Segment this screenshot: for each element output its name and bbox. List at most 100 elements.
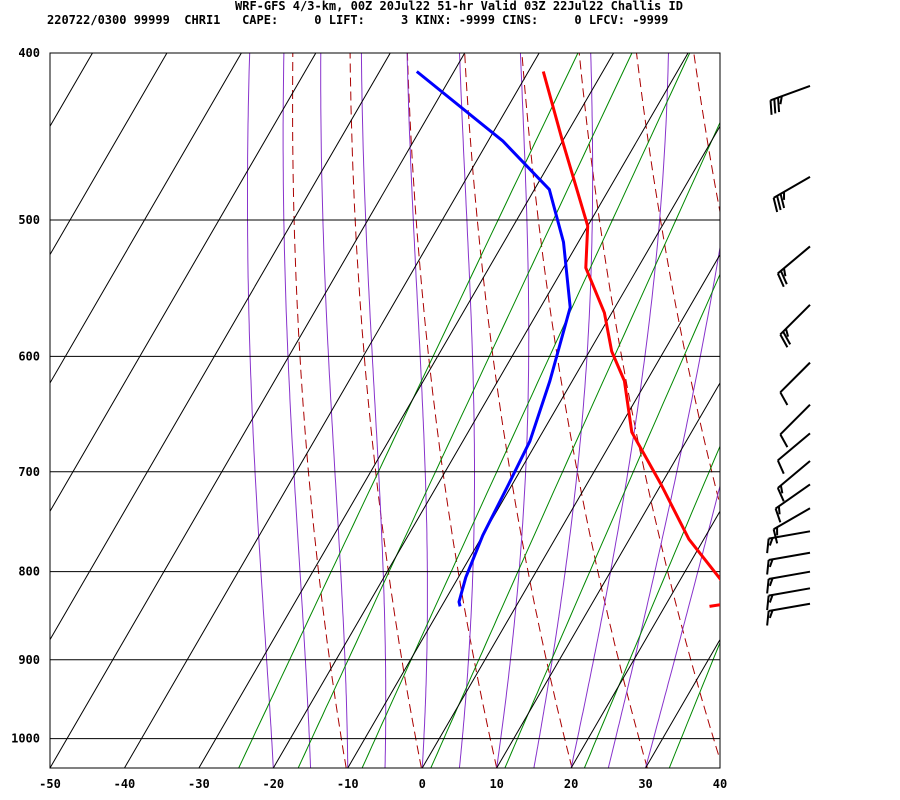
- mixing-ratio-line: [504, 273, 720, 768]
- wind-barb-feather: [777, 506, 781, 515]
- dry-adiabat-line: [578, 53, 720, 762]
- wind-barb-feather: [766, 578, 770, 594]
- plot-frame: [49, 52, 721, 769]
- isotherm-line: [719, 767, 720, 768]
- wind-barb-feather: [779, 270, 788, 285]
- x-tick-label: 40: [713, 777, 727, 791]
- dry-adiabat-line: [406, 53, 498, 768]
- x-tick-label: -20: [262, 777, 284, 791]
- wind-barb: [766, 570, 811, 594]
- wind-barb-staff: [779, 361, 811, 394]
- wind-barb-feather: [773, 98, 777, 114]
- chart-title: WRF-GFS 4/3-km, 00Z 20Jul22 51-hr Valid …: [235, 0, 683, 13]
- y-tick-label: 700: [18, 465, 40, 479]
- y-tick-label: 900: [18, 653, 40, 667]
- moist-adiabat-line: [533, 53, 594, 768]
- wind-barb-staff: [777, 460, 811, 489]
- y-tick-label: 600: [18, 349, 40, 363]
- mixing-ratio-line: [238, 53, 579, 768]
- isotherm-line: [50, 53, 242, 384]
- mixing-ratio-line: [361, 53, 691, 768]
- wind-barb-feather: [769, 100, 773, 115]
- wind-barb-feather: [776, 195, 782, 211]
- wind-barb-feather: [768, 577, 774, 587]
- wind-barb: [766, 587, 811, 611]
- profile-series: [415, 70, 720, 608]
- y-tick-label: 800: [18, 565, 40, 579]
- y-tick-label: 500: [18, 213, 40, 227]
- isotherm-line: [645, 638, 720, 768]
- wind-barb: [772, 175, 811, 213]
- dry-adiabat-line: [292, 53, 347, 768]
- isotherm-line: [0, 53, 18, 768]
- chart-grid: [0, 52, 900, 769]
- isotherm-line: [50, 53, 93, 128]
- wind-barb-staff: [773, 507, 811, 531]
- wind-barb: [766, 551, 811, 575]
- isotherm-line: [124, 53, 540, 768]
- mixing-ratio-line: [430, 121, 720, 768]
- moist-adiabat-line: [496, 53, 530, 768]
- wind-barb-feather: [782, 268, 787, 277]
- moist-adiabat-line: [645, 483, 720, 768]
- wind-barb-feather: [768, 558, 774, 568]
- x-tick-label: -40: [114, 777, 136, 791]
- dry-adiabat-line: [751, 53, 900, 768]
- moist-adiabat-line: [320, 53, 349, 768]
- y-axis-ticks: 400 500 600 700 800 900 1000: [11, 46, 40, 746]
- wind-barb: [766, 602, 811, 626]
- wind-barb-feather: [766, 610, 770, 626]
- wind-barb-feather: [779, 193, 786, 209]
- wind-barb-feather: [772, 529, 779, 544]
- wind-barb-feather: [768, 609, 774, 619]
- wind-barb-feather: [779, 485, 784, 494]
- moist-adiabat-line: [282, 53, 312, 768]
- wind-barb-feather: [774, 508, 782, 523]
- wind-barb-feather: [779, 333, 789, 348]
- isotherm-line: [50, 53, 317, 513]
- dewpoint-profile-line: [415, 70, 572, 607]
- x-tick-label: 10: [489, 777, 503, 791]
- sounding-indices: 220722/0300 99999 CHRI1 CAPE: 0 LIFT: 3 …: [47, 13, 669, 27]
- wind-barb: [776, 432, 811, 475]
- isotherm-line: [869, 53, 900, 768]
- wind-barb-feather: [784, 328, 790, 337]
- wind-barb-feather: [777, 97, 781, 113]
- isotherm-line: [496, 381, 720, 768]
- wind-barb-feather: [779, 391, 789, 406]
- wind-barb-feather: [779, 433, 789, 448]
- dry-adiabat-line: [808, 53, 900, 768]
- temperature-profile-line: [541, 71, 720, 608]
- wind-barb-staff: [779, 304, 811, 336]
- wind-barb: [774, 483, 811, 523]
- wind-barb-feather: [776, 459, 785, 475]
- wind-barb-staff: [777, 245, 811, 275]
- wind-barb-staff: [770, 84, 811, 102]
- mixing-ratio-line: [297, 53, 633, 768]
- moist-adiabat-line: [607, 244, 720, 768]
- wind-barb: [779, 304, 811, 348]
- wind-barb-staff: [768, 587, 811, 597]
- dry-adiabat-line: [636, 53, 720, 507]
- isotherm-line: [50, 53, 466, 768]
- wind-barb-staff: [775, 483, 811, 510]
- isotherm-line: [50, 53, 391, 641]
- x-tick-label: 0: [419, 777, 426, 791]
- wind-barb-feather: [772, 197, 779, 213]
- x-tick-label: 30: [638, 777, 652, 791]
- wind-barb-feather: [766, 559, 770, 575]
- dry-adiabat-line: [464, 53, 573, 768]
- x-tick-label: -10: [337, 777, 359, 791]
- isotherm-line: [272, 53, 689, 768]
- wind-barb-staff: [773, 175, 811, 199]
- dry-adiabat-line: [693, 53, 720, 215]
- moist-adiabat-line: [247, 53, 274, 768]
- wind-barbs: [766, 84, 811, 626]
- wind-barb: [779, 361, 811, 406]
- isotherm-line: [50, 53, 168, 256]
- wind-barb: [776, 460, 811, 502]
- wind-barb-feather: [776, 487, 785, 502]
- moist-adiabat-line: [570, 53, 669, 768]
- y-tick-label: 1000: [11, 732, 40, 746]
